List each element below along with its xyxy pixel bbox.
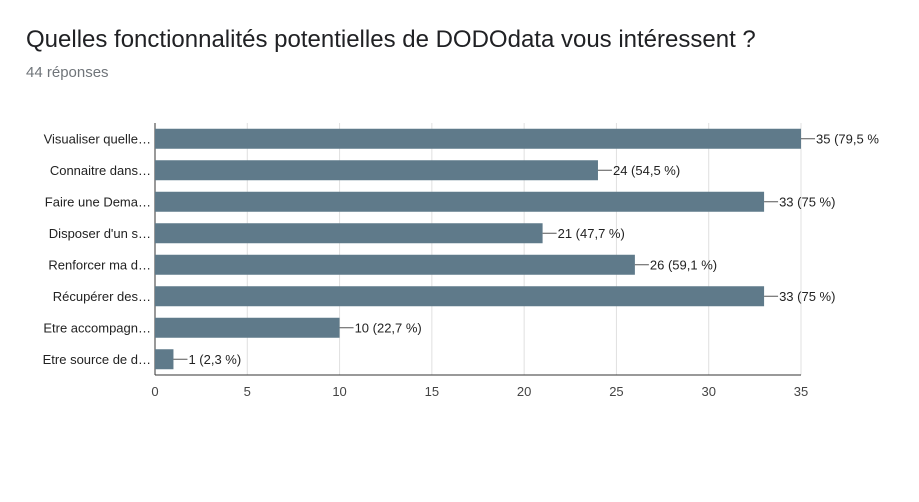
data-label: 1 (2,3 %) [188, 352, 241, 367]
data-label: 21 (47,7 %) [558, 226, 625, 241]
x-tick-label: 15 [425, 384, 439, 399]
chart-title: Quelles fonctionnalités potentielles de … [26, 26, 756, 53]
bar [155, 286, 765, 307]
x-tick-label: 35 [794, 384, 808, 399]
response-count: 44 réponses [26, 64, 109, 81]
x-tick-label: 10 [332, 384, 346, 399]
bar [155, 317, 340, 338]
x-tick-label: 30 [701, 384, 715, 399]
x-tick-label: 25 [609, 384, 623, 399]
x-tick-label: 0 [151, 384, 158, 399]
x-tick-label: 20 [517, 384, 531, 399]
bar [155, 223, 543, 244]
category-label: Etre accompagn… [43, 320, 151, 335]
category-label: Etre source de d… [43, 352, 151, 367]
category-label: Récupérer des… [53, 289, 151, 304]
category-label: Renforcer ma d… [48, 257, 151, 272]
data-label: 35 (79,5 % [816, 131, 879, 146]
category-label: Faire une Dema… [45, 194, 151, 209]
x-tick-label: 5 [244, 384, 251, 399]
bar [155, 160, 598, 181]
bar [155, 254, 635, 275]
bar [155, 191, 765, 212]
labels: 0 5 10 15 20 25 30 35 Visualiser quelle… 35 (79,5… [43, 131, 880, 399]
category-label: Disposer d'un s… [49, 226, 151, 241]
bars [155, 128, 801, 370]
bar [155, 349, 174, 370]
category-label: Connaitre dans… [50, 163, 151, 178]
data-label: 33 (75 %) [779, 194, 835, 209]
data-label: 10 (22,7 %) [355, 320, 422, 335]
category-label: Visualiser quelle… [44, 131, 151, 146]
bar [155, 128, 801, 149]
data-label: 24 (54,5 %) [613, 163, 680, 178]
data-label: 26 (59,1 %) [650, 257, 717, 272]
data-label: 33 (75 %) [779, 289, 835, 304]
